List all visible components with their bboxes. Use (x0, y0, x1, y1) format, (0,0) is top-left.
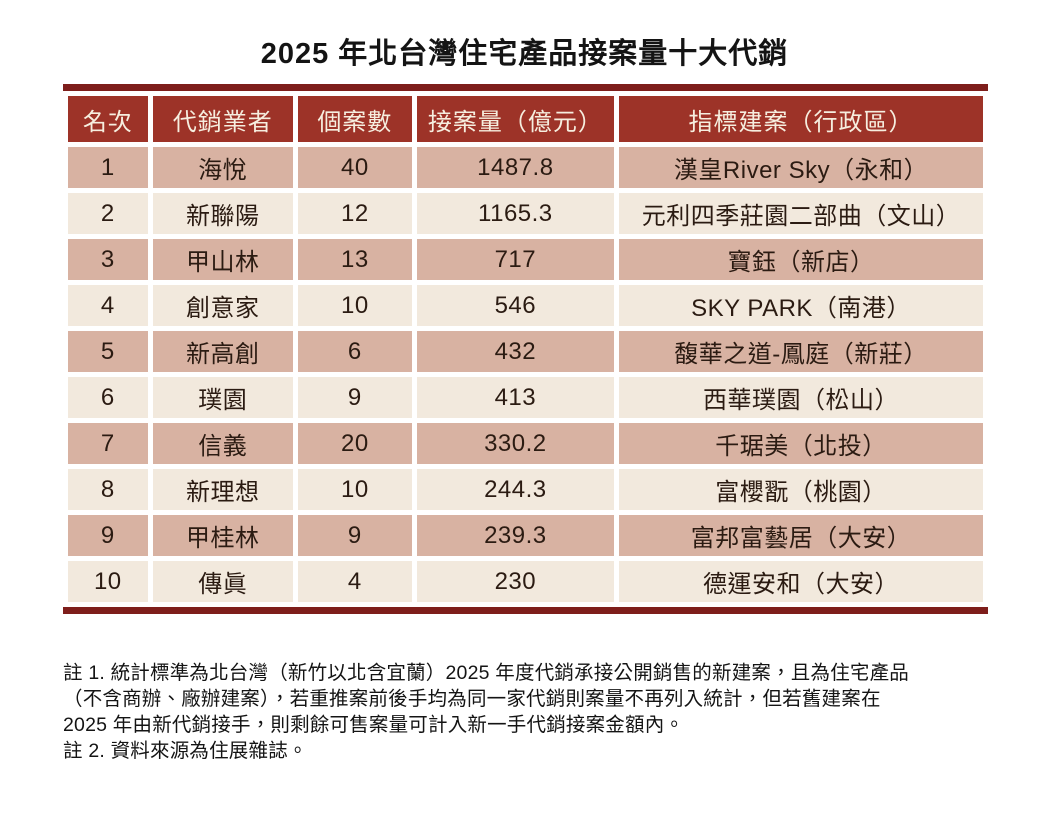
case-count-cell: 12 (292, 188, 417, 239)
volume-cell: 239.3 (411, 510, 620, 561)
table-row: 10 傳眞 4 230 德運安和（大安） (63, 556, 988, 607)
rank-cell: 4 (63, 280, 153, 331)
rank-cell: 7 (63, 418, 153, 469)
table-row: 3 甲山林 13 717 寶鈺（新店） (63, 234, 988, 285)
table-row: 8 新理想 10 244.3 富櫻翫（桃園） (63, 464, 988, 515)
project-cell: 德運安和（大安） (614, 556, 988, 607)
agency-cell: 新高創 (147, 326, 298, 377)
rank-cell: 9 (63, 510, 153, 561)
rank-cell: 1 (63, 142, 153, 193)
project-cell: 馥華之道-鳳庭（新莊） (614, 326, 988, 377)
table-row: 9 甲桂林 9 239.3 富邦富藝居（大安） (63, 510, 988, 561)
case-count-cell: 4 (292, 556, 417, 607)
volume-cell: 1487.8 (411, 142, 620, 193)
agency-cell: 海悅 (147, 142, 298, 193)
volume-cell: 244.3 (411, 464, 620, 515)
table-row: 4 創意家 10 546 SKY PARK（南港） (63, 280, 988, 331)
project-cell: 漢皇River Sky（永和） (614, 142, 988, 193)
project-cell: SKY PARK（南港） (614, 280, 988, 331)
agency-cell: 傳眞 (147, 556, 298, 607)
agency-cell: 甲山林 (147, 234, 298, 285)
table-row: 7 信義 20 330.2 千琚美（北投） (63, 418, 988, 469)
header-cell-agency: 代銷業者 (147, 91, 298, 147)
project-cell: 寶鈺（新店） (614, 234, 988, 285)
case-count-cell: 40 (292, 142, 417, 193)
footnotes: 註 1. 統計標準為北台灣（新竹以北含宜蘭）2025 年度代銷承接公開銷售的新建… (63, 661, 993, 765)
volume-cell: 413 (411, 372, 620, 423)
agency-cell: 璞園 (147, 372, 298, 423)
table-header-row: 名次 代銷業者 個案數 接案量（億元） 指標建案（行政區） (63, 91, 988, 147)
agency-cell: 創意家 (147, 280, 298, 331)
volume-cell: 1165.3 (411, 188, 620, 239)
project-cell: 千琚美（北投） (614, 418, 988, 469)
rank-cell: 2 (63, 188, 153, 239)
rank-cell: 8 (63, 464, 153, 515)
header-cell-volume: 接案量（億元） (411, 91, 620, 147)
case-count-cell: 9 (292, 510, 417, 561)
volume-cell: 330.2 (411, 418, 620, 469)
rank-cell: 10 (63, 556, 153, 607)
case-count-cell: 20 (292, 418, 417, 469)
case-count-cell: 13 (292, 234, 417, 285)
table-row: 1 海悅 40 1487.8 漢皇River Sky（永和） (63, 142, 988, 193)
project-cell: 西華璞園（松山） (614, 372, 988, 423)
project-cell: 富邦富藝居（大安） (614, 510, 988, 561)
header-cell-count: 個案數 (292, 91, 417, 147)
header-cell-rank: 名次 (63, 91, 153, 147)
project-cell: 元利四季莊園二部曲（文山） (614, 188, 988, 239)
case-count-cell: 6 (292, 326, 417, 377)
note-line: 註 2. 資料來源為住展雜誌。 (63, 739, 308, 762)
header-cell-project: 指標建案（行政區） (614, 91, 988, 147)
rank-cell: 3 (63, 234, 153, 285)
page-title: 2025 年北台灣住宅產品接案量十大代銷 (260, 38, 789, 70)
volume-cell: 717 (411, 234, 620, 285)
volume-cell: 432 (411, 326, 620, 377)
note-line: （不含商辦、廠辦建案），若重推案前後手均為同一家代銷則案量不再列入統計，但若舊建… (63, 687, 881, 710)
volume-cell: 546 (411, 280, 620, 331)
note-line: 註 1. 統計標準為北台灣（新竹以北含宜蘭）2025 年度代銷承接公開銷售的新建… (63, 662, 909, 684)
agency-cell: 新聯陽 (147, 188, 298, 239)
note-line: 2025 年由新代銷接手，則剩餘可售案量可計入新一手代銷接案金額內。 (63, 713, 685, 736)
ranking-table: 名次 代銷業者 個案數 接案量（億元） 指標建案（行政區） 1 海悅 40 1487.… (63, 91, 988, 607)
table-body: 1 海悅 40 1487.8 漢皇River Sky（永和） 2 新聯陽 12 1165.3 元利… (63, 142, 988, 607)
case-count-cell: 10 (292, 280, 417, 331)
ranking-table-frame: 名次 代銷業者 個案數 接案量（億元） 指標建案（行政區） 1 海悅 40 1487.… (63, 84, 988, 614)
volume-cell: 230 (411, 556, 620, 607)
case-count-cell: 10 (292, 464, 417, 515)
agency-cell: 信義 (147, 418, 298, 469)
project-cell: 富櫻翫（桃園） (614, 464, 988, 515)
agency-cell: 甲桂林 (147, 510, 298, 561)
table-row: 5 新高創 6 432 馥華之道-鳳庭（新莊） (63, 326, 988, 377)
agency-cell: 新理想 (147, 464, 298, 515)
case-count-cell: 9 (292, 372, 417, 423)
table-row: 6 璞園 9 413 西華璞園（松山） (63, 372, 988, 423)
rank-cell: 6 (63, 372, 153, 423)
rank-cell: 5 (63, 326, 153, 377)
table-row: 2 新聯陽 12 1165.3 元利四季莊園二部曲（文山） (63, 188, 988, 239)
